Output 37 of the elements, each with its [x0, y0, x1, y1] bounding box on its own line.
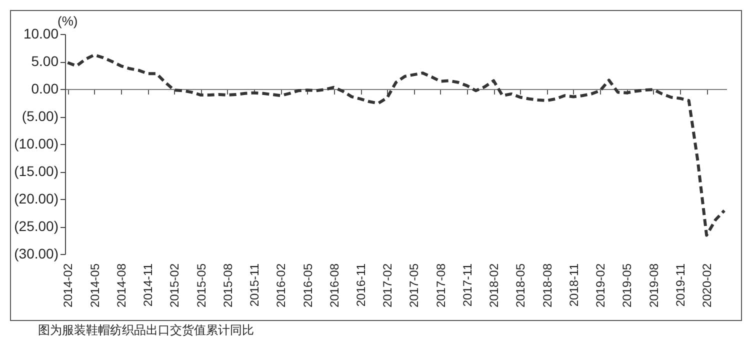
x-tick-label: 2017-08	[434, 263, 448, 308]
x-tick-label: 2014-08	[114, 263, 128, 308]
y-tick-label: (30.00)	[14, 246, 58, 262]
x-tick-label: 2016-08	[327, 263, 342, 308]
text: 图为服装鞋帽纺织品出口交货值累计同比	[38, 322, 254, 339]
y-tick-label: 5.00	[31, 53, 59, 69]
x-tick-label: 2015-08	[220, 263, 235, 308]
x-tick-label: 2014-02	[61, 263, 76, 308]
y-tick-label: (25.00)	[14, 218, 58, 234]
x-tick-label: 2019-11	[673, 263, 688, 307]
x-tick-label: 2015-11	[248, 263, 262, 307]
x-tick-label: 2014-11	[141, 263, 156, 307]
x-tick-label: 2018-05	[514, 263, 528, 308]
x-tick-label: 2016-05	[300, 263, 315, 308]
x-tick-label: 2017-05	[407, 263, 422, 308]
line-series	[66, 53, 726, 237]
y-tick-label: 0.00	[31, 80, 59, 96]
x-tick-label: 2019-08	[646, 263, 661, 308]
y-tick-label: (5.00)	[22, 108, 58, 124]
x-tick-label: 2018-02	[487, 263, 502, 308]
x-tick-label: 2017-02	[380, 263, 395, 308]
y-tick-label: (15.00)	[14, 163, 58, 179]
x-tick-label: 2017-11	[460, 263, 474, 307]
x-tick-label: 2016-11	[354, 263, 368, 307]
x-tick-label: 2016-02	[274, 263, 288, 308]
x-tick-label: 2018-11	[566, 263, 581, 307]
y-tick-label: (20.00)	[14, 190, 58, 206]
x-tick-label: 2019-05	[620, 263, 634, 308]
x-tick-label: 2015-05	[194, 263, 208, 308]
y-tick-label: (10.00)	[14, 136, 58, 152]
x-tick-label: 2015-02	[168, 263, 182, 308]
x-tick-label: 2018-08	[540, 263, 554, 308]
x-tick-label: 2019-02	[594, 263, 608, 308]
y-tick-label: 10.00	[23, 26, 59, 42]
x-tick-label: 2014-05	[88, 263, 102, 308]
x-tick-label: 2020-02	[700, 263, 714, 308]
y-axis-title: (%)	[58, 14, 78, 28]
